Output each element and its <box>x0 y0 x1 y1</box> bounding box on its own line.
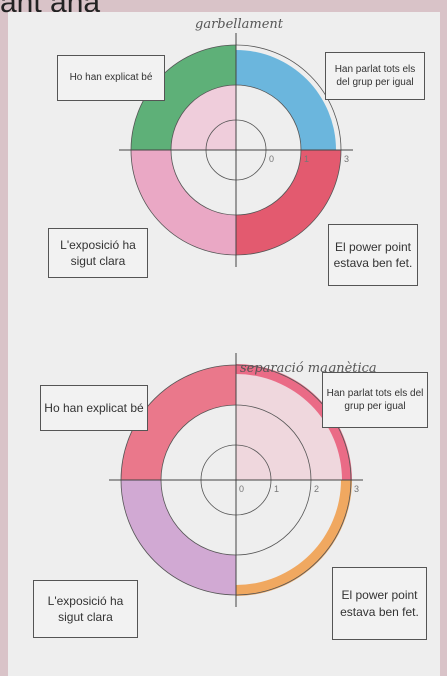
scale-number: 1 <box>304 154 309 164</box>
colored-segment <box>236 150 341 255</box>
criterion-box: Ho han explicat bé <box>57 55 165 101</box>
scale-number: 2 <box>314 484 319 494</box>
scale-number: 0 <box>239 484 244 494</box>
criterion-box: Han parlat tots els del grup per igual <box>325 52 425 100</box>
scale-number: 3 <box>344 154 349 164</box>
handwritten-title: garbellament <box>195 17 284 32</box>
photo: ant ana garbellament013separació magnèti… <box>0 0 447 676</box>
criterion-box: El power point estava ben fet. <box>332 567 427 640</box>
criterion-box: Ho han explicat bé <box>40 385 148 431</box>
colored-segment <box>121 480 236 595</box>
scale-number: 3 <box>354 484 359 494</box>
criterion-box: L'exposició ha sigut clara <box>33 580 138 638</box>
scale-number: 0 <box>269 154 274 164</box>
scale-number: 1 <box>274 484 279 494</box>
criterion-box: El power point estava ben fet. <box>328 224 418 286</box>
criterion-box: L'exposició ha sigut clara <box>48 228 148 278</box>
criterion-box: Han parlat tots els del grup per igual <box>322 372 428 428</box>
colored-segment <box>236 50 336 150</box>
